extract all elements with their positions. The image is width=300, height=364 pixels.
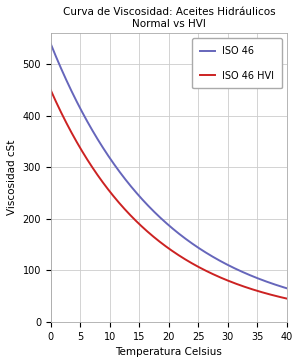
X-axis label: Temperatura Celsius: Temperatura Celsius [116,347,222,357]
ISO 46 HVI [161,242,165,246]
ISO 46 HVI [280,295,283,300]
Y-axis label: Viscosidad cSt: Viscosidad cSt [7,140,17,215]
ISO 46 [242,270,246,275]
ISO 46 HVI [285,296,289,301]
ISO 46 [49,41,52,46]
Line: ISO 46: ISO 46 [51,44,287,288]
Line: ISO 46 HVI: ISO 46 HVI [51,90,287,298]
ISO 46 [285,286,289,290]
Legend: ISO 46, ISO 46 HVI: ISO 46, ISO 46 HVI [192,38,282,88]
ISO 46 HVI [190,261,193,265]
ISO 46 HVI [49,88,52,92]
ISO 46 [161,218,165,222]
Title: Curva de Viscosidad: Aceites Hidráulicos
Normal vs HVI: Curva de Viscosidad: Aceites Hidráulicos… [62,7,275,28]
ISO 46 [280,284,283,289]
ISO 46 HVI [177,253,180,257]
ISO 46 HVI [163,243,166,248]
ISO 46 [177,231,180,236]
ISO 46 HVI [242,285,246,289]
ISO 46 [163,219,166,223]
ISO 46 [190,241,193,245]
